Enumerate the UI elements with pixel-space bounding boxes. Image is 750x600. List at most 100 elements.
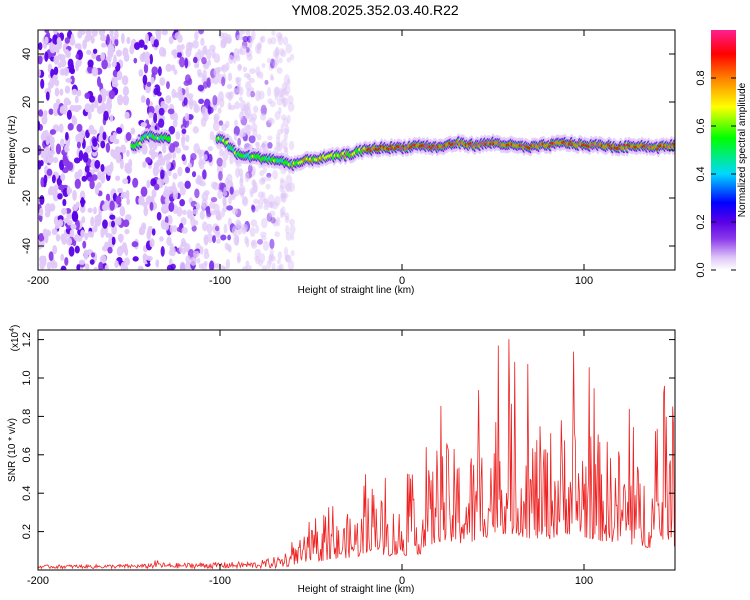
heatmap-noise-cell bbox=[212, 94, 218, 106]
heatmap-noise-cell bbox=[203, 98, 211, 109]
heatmap-noise-cell bbox=[251, 205, 256, 213]
heatmap-noise-cell bbox=[140, 95, 146, 104]
heatmap-noise-cell bbox=[115, 195, 122, 205]
heatmap-noise-cell bbox=[242, 66, 248, 73]
heatmap-noise-cell bbox=[117, 187, 123, 194]
heatmap-noise-cell bbox=[58, 184, 64, 191]
heatmap-noise-cell bbox=[183, 97, 188, 106]
heatmap-noise-cell bbox=[38, 68, 41, 77]
heatmap-noise-cell bbox=[282, 36, 289, 46]
snr-background bbox=[38, 330, 675, 570]
heatmap-noise-cell bbox=[109, 214, 116, 220]
heatmap-noise-cell bbox=[261, 217, 268, 229]
heatmap-noise-cell bbox=[85, 263, 90, 270]
heatmap-noise-cell bbox=[72, 189, 77, 201]
heatmap-noise-cell bbox=[80, 229, 85, 238]
heatmap-noise-cell bbox=[260, 231, 267, 238]
heatmap-noise-cell bbox=[139, 53, 146, 63]
heatmap-noise-cell bbox=[199, 245, 204, 255]
heatmap-noise-cell bbox=[237, 227, 242, 235]
heatmap-noise-cell bbox=[96, 105, 104, 115]
heatmap-noise-cell bbox=[153, 161, 160, 170]
heatmap-noise-cell bbox=[176, 206, 183, 217]
heatmap-noise-cell bbox=[191, 171, 197, 178]
heatmap-noise-cell bbox=[242, 265, 248, 270]
heatmap-noise-cell bbox=[190, 256, 197, 266]
heatmap-noise-cell bbox=[40, 147, 45, 159]
heatmap-noise-cell bbox=[89, 95, 95, 103]
heatmap-noise-cell bbox=[122, 85, 129, 97]
heatmap-noise-cell bbox=[203, 234, 209, 245]
heatmap-noise-cell bbox=[253, 198, 259, 205]
heatmap-noise-cell bbox=[285, 174, 293, 186]
heatmap-noise-cell bbox=[71, 211, 79, 223]
heatmap-noise-cell bbox=[241, 226, 247, 235]
heatmap-noise-cell bbox=[239, 45, 247, 56]
heatmap-x-label: Height of straight line (km) bbox=[298, 285, 415, 296]
heatmap-noise-cell bbox=[155, 259, 160, 268]
heatmap-noise-cell bbox=[59, 68, 66, 76]
heatmap-noise-cell bbox=[184, 180, 191, 189]
snr-panel: -200 -100 0 100 0.2 0.4 0.6 0.8 1.0 1.2 Height o… bbox=[7, 325, 676, 595]
heatmap-noise-cell bbox=[71, 88, 78, 96]
heatmap-noise-cell bbox=[105, 193, 111, 202]
heatmap-noise-cell bbox=[221, 123, 228, 132]
heatmap-noise-cell bbox=[285, 182, 292, 193]
heatmap-noise-cell bbox=[267, 98, 273, 105]
heatmap-noise-cell bbox=[46, 261, 52, 270]
heatmap-noise-cell bbox=[58, 123, 64, 133]
heatmap-noise-cell bbox=[65, 131, 69, 141]
heatmap-noise-cell bbox=[254, 141, 260, 147]
snr-y-label: SNR (10 * v/v) bbox=[7, 418, 18, 482]
heatmap-noise-cell bbox=[185, 134, 190, 143]
y-tick-label: 0.8 bbox=[21, 409, 33, 424]
heatmap-noise-cell bbox=[288, 140, 295, 151]
heatmap-noise-cell bbox=[239, 30, 245, 35]
heatmap-noise-cell bbox=[212, 120, 220, 132]
heatmap-noise-cell bbox=[89, 259, 95, 265]
heatmap-noise-cell bbox=[258, 198, 264, 210]
heatmap-noise-cell bbox=[166, 264, 174, 270]
heatmap-noise-cell bbox=[214, 231, 221, 238]
heatmap-noise-cell bbox=[248, 78, 255, 84]
heatmap-noise-cell bbox=[262, 143, 268, 152]
heatmap-noise-cell bbox=[211, 48, 216, 59]
heatmap-noise-cell bbox=[192, 208, 199, 215]
heatmap-noise-cell bbox=[100, 227, 105, 239]
heatmap-noise-cell bbox=[114, 30, 119, 40]
heatmap-noise-cell bbox=[87, 110, 92, 120]
heatmap-noise-cell bbox=[200, 116, 207, 127]
heatmap-noise-cell bbox=[160, 100, 166, 108]
heatmap-noise-cell bbox=[60, 173, 66, 182]
heatmap-noise-cell bbox=[238, 86, 244, 96]
heatmap-noise-cell bbox=[276, 67, 283, 74]
heatmap-noise-cell bbox=[86, 49, 92, 55]
heatmap-noise-cell bbox=[79, 30, 86, 36]
heatmap-noise-cell bbox=[226, 84, 233, 90]
heatmap-noise-cell bbox=[235, 77, 240, 84]
heatmap-noise-cell bbox=[101, 245, 109, 252]
heatmap-noise-cell bbox=[184, 57, 189, 69]
heatmap-noise-cell bbox=[38, 160, 42, 170]
heatmap-noise-cell bbox=[51, 174, 56, 184]
heatmap-noise-cell bbox=[277, 251, 283, 260]
heatmap-noise-cell bbox=[100, 34, 107, 42]
heatmap-noise-cell bbox=[158, 46, 166, 57]
heatmap-noise-cell bbox=[83, 249, 89, 261]
heatmap-noise-cell bbox=[269, 238, 275, 250]
heatmap-noise-cell bbox=[138, 69, 144, 77]
heatmap-noise-cell bbox=[209, 131, 215, 141]
x-tick-label: -100 bbox=[209, 575, 231, 587]
heatmap-noise-cell bbox=[108, 90, 116, 100]
heatmap-noise-cell bbox=[228, 54, 234, 64]
colorbar-tick-label: 0.4 bbox=[695, 166, 707, 181]
heatmap-noise-cell bbox=[220, 234, 227, 241]
y-tick-label: 40 bbox=[21, 48, 33, 60]
snr-x-label: Height of straight line (km) bbox=[298, 584, 415, 595]
heatmap-noise-cell bbox=[52, 30, 58, 35]
heatmap-noise-cell bbox=[122, 178, 129, 185]
heatmap-noise-cell bbox=[258, 178, 266, 185]
heatmap-noise-cell bbox=[141, 144, 148, 155]
heatmap-noise-cell bbox=[244, 103, 250, 113]
